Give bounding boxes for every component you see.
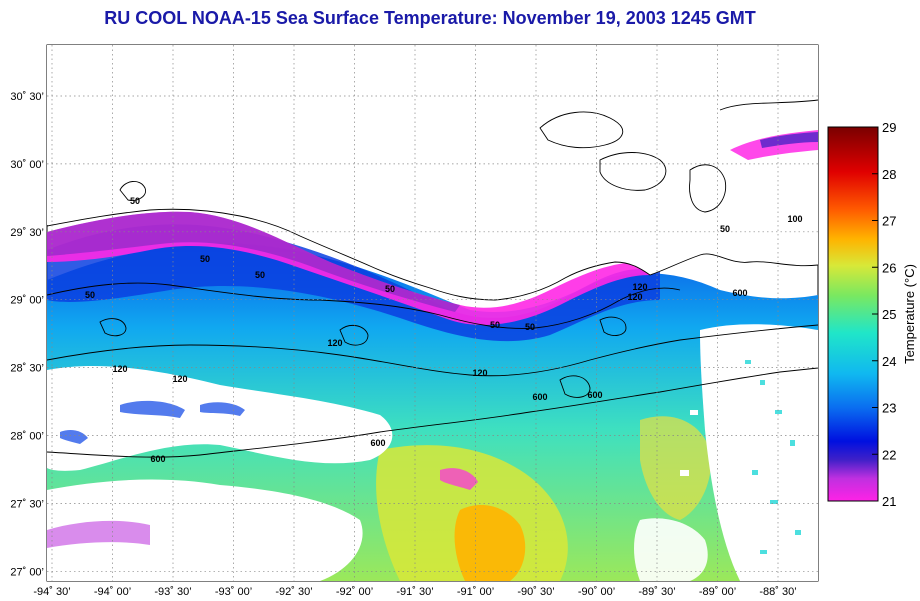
contour-label: 50 [385,284,395,294]
colorbar-tick-label: 25 [882,307,896,322]
land [47,45,818,300]
contour-label: 600 [587,390,602,400]
lat-label: 30˚ 30’ [10,91,44,103]
lat-label: 29˚ 30’ [10,227,44,239]
lon-label: -93˚ 30’ [154,586,191,598]
lat-label: 29˚ 00’ [10,295,44,307]
lat-label: 28˚ 30’ [10,363,44,375]
lon-label: -91˚ 00’ [457,586,494,598]
contours [47,99,818,458]
colorbar-scale [827,126,879,502]
coastline [47,208,818,301]
lon-label: -88˚ 30’ [759,586,796,598]
contour-label: 100 [787,214,802,224]
lon-label: -92˚ 30’ [275,586,312,598]
contour-label: 120 [112,364,127,374]
cloud-cover [47,365,393,471]
contour-label: 120 [472,368,487,378]
lon-label: -93˚ 00’ [215,586,252,598]
contour-label: 120 [627,292,642,302]
contour-label: 120 [632,282,647,292]
contour-label: 50 [255,270,265,280]
lon-label: -94˚ 30’ [33,586,70,598]
contour-label: 50 [525,322,535,332]
sst-field [47,45,818,581]
map-title: RU COOL NOAA-15 Sea Surface Temperature:… [104,8,756,28]
lon-label: -94˚ 00’ [94,586,131,598]
contour-label: 120 [172,374,187,384]
colorbar-tick-label: 22 [882,447,896,462]
contour-label: 50 [130,196,140,206]
colorbar-tick-label: 29 [882,120,896,135]
contour-label: 600 [532,392,547,402]
lat-label: 30˚ 00’ [10,159,44,171]
colorbar-tick-label: 23 [882,401,896,416]
contour-label: 600 [732,288,747,298]
lat-label: 27˚ 30’ [10,498,44,510]
colorbar-tick-label: 27 [882,214,896,229]
contour-label: 50 [720,224,730,234]
lon-label: -91˚ 30’ [396,586,433,598]
longitude-labels: -94˚ 30’ -94˚ 00’ -93˚ 30’ -93˚ 00’ -92˚ 30’… [33,586,796,598]
contour-label: 600 [370,438,385,448]
lon-label: -89˚ 30’ [638,586,675,598]
colorbar-tick-label: 24 [882,354,896,369]
colorbar-tick-label: 26 [882,260,896,275]
colorbar: 29 28 27 26 25 24 23 22 21 Temperature (°C) [827,120,917,509]
latitude-labels: 30˚ 30’ 30˚ 00’ 29˚ 30’ 29˚ 00’ 28˚ 30’ 28˚ 0… [10,91,44,578]
contour-label: 600 [150,454,165,464]
lon-label: -90˚ 00’ [578,586,615,598]
lat-label: 27˚ 00’ [10,566,44,578]
colorbar-label: Temperature (°C) [902,264,917,364]
graticule [47,45,818,581]
lon-label: -92˚ 00’ [336,586,373,598]
lon-label: -90˚ 30’ [517,586,554,598]
lat-label: 28˚ 00’ [10,431,44,443]
contour-label: 120 [327,338,342,348]
contour-label: 50 [490,320,500,330]
colorbar-tick-label: 28 [882,167,896,182]
colorbar-ticks: 29 28 27 26 25 24 23 22 21 [872,120,896,509]
lon-label: -89˚ 00’ [699,586,736,598]
contour-label: 50 [200,254,210,264]
colorbar-tick-label: 21 [882,494,896,509]
contour-label: 50 [85,290,95,300]
